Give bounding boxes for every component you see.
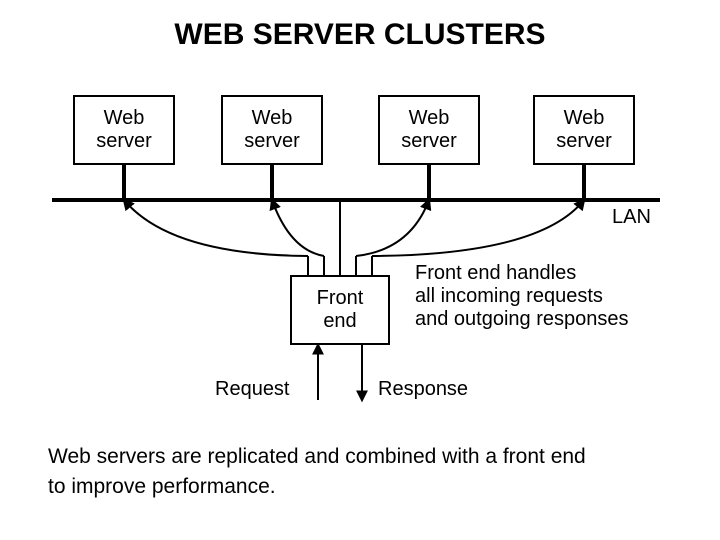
node-ws4: Web server (533, 95, 635, 165)
lan-label: LAN (612, 206, 651, 229)
node-ws2: Web server (221, 95, 323, 165)
response-label: Response (378, 378, 468, 401)
caption-line2: to improve performance. (48, 475, 276, 499)
node-ws1: Web server (73, 95, 175, 165)
node-fe: Front end (290, 275, 390, 345)
page-title: WEB SERVER CLUSTERS (0, 18, 720, 52)
side-note: Front end handles all incoming requests … (415, 262, 629, 331)
caption-line1: Web servers are replicated and combined … (48, 445, 586, 469)
node-ws3: Web server (378, 95, 480, 165)
request-label: Request (215, 378, 290, 401)
